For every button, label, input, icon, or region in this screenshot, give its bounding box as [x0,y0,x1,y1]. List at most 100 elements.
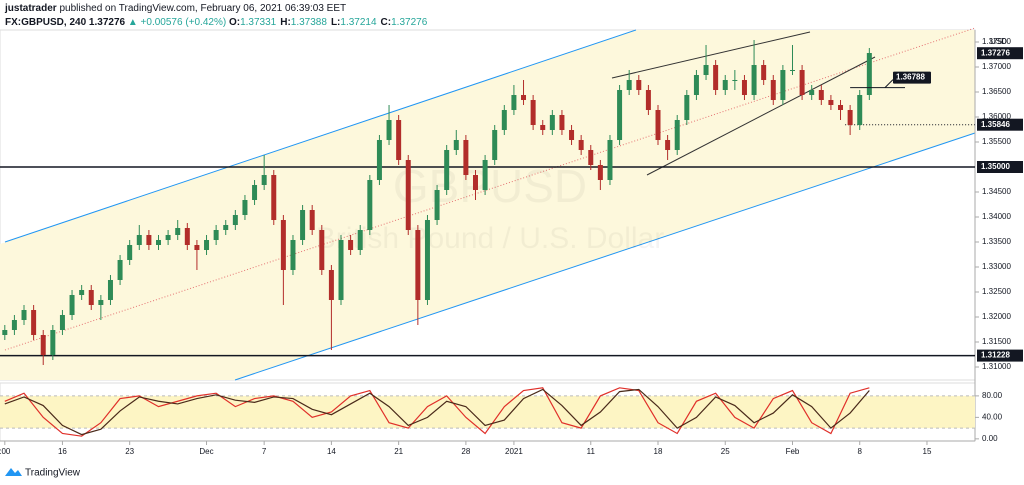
candle-body [617,90,623,140]
candle-body [607,140,613,180]
candle-body [838,105,844,110]
candle-body [21,310,27,320]
ohlc-value: 1.37388 [290,17,327,28]
candle-body [213,230,219,240]
candle-body [280,220,286,270]
level-label: 1.35000 [981,162,1010,171]
footer: TradingView [5,468,81,479]
candle-body [818,90,824,100]
callout-label: 1.36788 [896,73,925,82]
level-label-box [977,47,1023,60]
level-label-box [977,161,1023,173]
candle-body [2,330,8,335]
y-tick-label: 1.32500 [982,287,1011,296]
candle-body [703,65,709,75]
candle-body [463,140,469,175]
candle-body [136,235,142,245]
y-tick-label: 1.36500 [982,87,1011,96]
candle-body [261,175,267,185]
x-tick-label: 16 [58,447,67,456]
candle-body [31,310,37,335]
level-label: 1.31228 [981,351,1010,360]
level-label: 1.35846 [981,120,1010,129]
candle-body [684,95,690,120]
x-tick-label: 18 [654,447,663,456]
candle-body [444,150,450,190]
oscillator-line [4,387,870,437]
quote-line: FX:GBPUSD, 240 1.37276 ▲ +0.00576 (+0.42… [5,17,431,28]
x-tick-label: 11 [587,447,596,456]
candle-body [751,65,757,95]
candle-body [165,235,171,240]
ohlc-value: 1.37276 [391,17,428,28]
candle-body [549,115,555,130]
published: published on TradingView.com, February 0… [59,3,347,14]
candle-body [770,80,776,100]
candle-body [424,220,430,300]
y-tick-label: 1.31500 [982,337,1011,346]
candle-body [98,300,104,305]
channel-mid [4,27,976,351]
candle-body [732,80,738,81]
candle-body [204,240,210,250]
candle-body [492,130,498,160]
candle-body [655,110,661,140]
x-tick-label: 28 [461,447,470,456]
channel-lower [234,132,976,381]
candle-body [588,150,594,165]
candle-body [665,140,671,150]
ohlc-key: L: [330,17,341,28]
candle-body [645,90,651,110]
ohlc-key: C: [380,17,392,28]
x-tick-label: 23 [125,447,134,456]
candle-body [453,140,459,150]
ohlc-key: O: [228,17,241,28]
candle-body [107,280,113,300]
candle-body [578,140,584,150]
candle-body [376,140,382,180]
level-label-box [977,349,1023,362]
author: justatrader [5,3,57,14]
watermark: GBPUSD [393,160,587,212]
candle-body [396,120,402,160]
y-tick-label: 1.34500 [982,187,1011,196]
x-tick-label: 8 [858,447,863,456]
candle-body [713,65,719,90]
footer-text: TradingView [25,468,81,479]
candle-body [155,240,161,245]
candle-body [511,95,517,110]
candle-body [540,125,546,130]
candle-body [194,245,200,250]
channel-fill [0,30,975,380]
x-tick-label: :00 [0,447,11,456]
trend-line [646,56,876,176]
candle-body [79,290,85,295]
candle-body [866,53,872,95]
candle-body [828,100,834,105]
candle-body [674,120,680,150]
candle-body [722,80,728,90]
candle-body [741,80,747,95]
level-label-box [977,118,1023,131]
x-tick-label: 21 [394,447,403,456]
osc-tick-label: 80.00 [982,391,1003,400]
x-tick-label: Feb [786,447,800,456]
candle-body [242,200,248,215]
candle-body [69,295,75,315]
callout-pointer [884,79,894,88]
y-tick-label: 1.37500 [982,37,1011,46]
x-tick-label: 2021 [505,447,523,456]
candle-body [521,95,527,100]
candle-body [367,180,373,230]
x-tick-label: 25 [721,447,730,456]
candle-body [11,320,17,330]
y-tick-label: 1.36000 [982,112,1011,121]
last: 1.37276 [88,17,126,28]
candle-body [761,65,767,80]
candle-body [809,90,815,95]
change: ▲ +0.00576 (+0.42%) [127,17,227,28]
candle-body [271,175,277,220]
candle-body [597,165,603,180]
candle-body [88,290,94,305]
candle-body [847,110,853,125]
